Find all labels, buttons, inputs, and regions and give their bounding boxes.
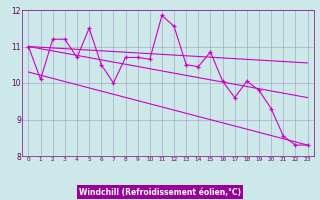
Text: Windchill (Refroidissement éolien,°C): Windchill (Refroidissement éolien,°C) xyxy=(79,188,241,196)
